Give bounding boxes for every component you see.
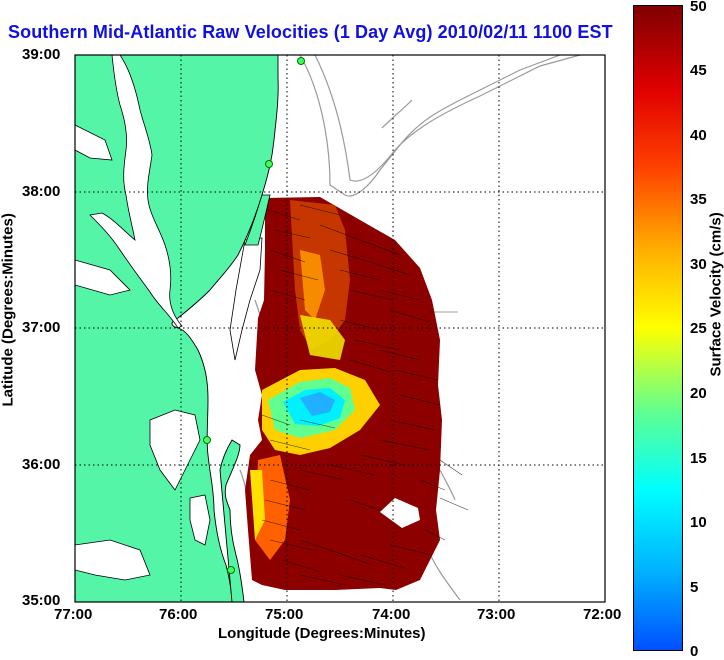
y-axis-label: Latitude (Degrees:Minutes) xyxy=(0,247,17,407)
x-tick-label: 72:00 xyxy=(583,606,621,623)
y-tick-label: 36:00 xyxy=(22,456,60,473)
colorbar-tick: 15 xyxy=(690,450,707,467)
x-tick-label: 75:00 xyxy=(265,606,303,623)
colorbar-tick: 25 xyxy=(690,320,707,337)
y-tick-label: 39:00 xyxy=(22,46,60,63)
colorbar-tick: 35 xyxy=(690,191,707,208)
x-tick-label: 73:00 xyxy=(477,606,515,623)
colorbar-tick: 5 xyxy=(690,579,698,596)
colorbar-tick: 50 xyxy=(690,0,707,15)
x-axis-label: Longitude (Degrees:Minutes) xyxy=(218,625,426,642)
x-tick-label: 74:00 xyxy=(372,606,410,623)
colorbar-tick: 45 xyxy=(690,62,707,79)
colorbar-tick: 10 xyxy=(690,514,707,531)
x-tick-label: 76:00 xyxy=(159,606,197,623)
colorbar-tick: 20 xyxy=(690,385,707,402)
y-tick-label: 38:00 xyxy=(22,183,60,200)
colorbar-tick: 0 xyxy=(690,643,698,660)
x-tick-label: 77:00 xyxy=(54,606,92,623)
colorbar-tick: 40 xyxy=(690,127,707,144)
colorbar-label: Surface Velocity (cm/s) xyxy=(708,217,724,377)
colorbar xyxy=(633,5,683,651)
y-tick-label: 37:00 xyxy=(22,319,60,336)
colorbar-tick: 30 xyxy=(690,256,707,273)
